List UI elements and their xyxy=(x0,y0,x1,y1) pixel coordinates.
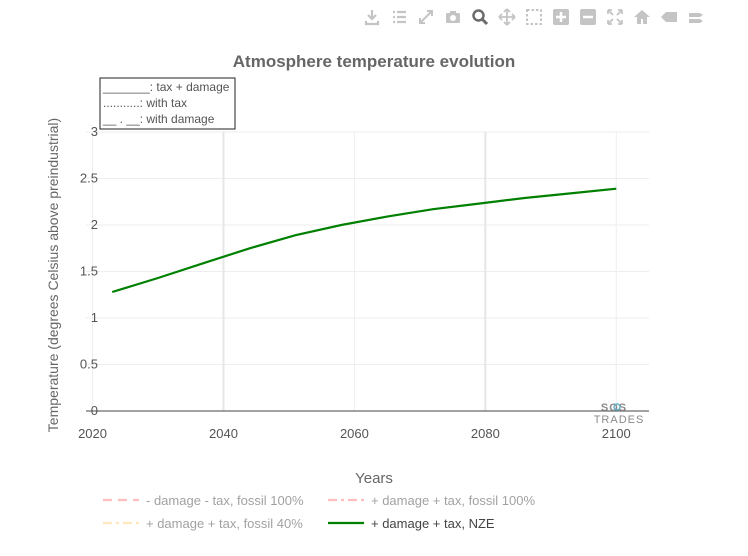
zoom-out-icon-glyph xyxy=(579,9,596,25)
x-tick-labels: 2020 2040 2060 2080 2100 xyxy=(78,426,631,441)
reset-axes-icon-glyph xyxy=(606,9,623,25)
y-tick-label: 1.5 xyxy=(80,264,98,279)
x-tick-label: 2040 xyxy=(209,426,238,441)
x-tick-label: 2060 xyxy=(340,426,369,441)
compare-icon[interactable] xyxy=(684,6,707,28)
autoscale-icon-glyph xyxy=(418,10,433,24)
annotation-line-3: __ . __: with damage xyxy=(102,112,215,126)
series-line xyxy=(111,187,617,294)
list-icon-glyph xyxy=(392,10,406,24)
zoom-in-icon[interactable] xyxy=(549,6,572,28)
y-tick-label: 0.5 xyxy=(80,357,98,372)
zoom-icon-glyph xyxy=(471,9,488,26)
tag-icon[interactable] xyxy=(657,6,680,28)
modebar xyxy=(360,6,707,28)
autoscale-icon[interactable] xyxy=(414,6,437,28)
reset-axes-icon[interactable] xyxy=(603,6,626,28)
chart-title: Atmosphere temperature evolution xyxy=(233,52,515,71)
zoom-out-icon[interactable] xyxy=(576,6,599,28)
box-select-icon-glyph xyxy=(525,9,542,25)
legend-label: + damage + tax, fossil 100% xyxy=(371,493,535,508)
legend-item[interactable]: + damage + tax, fossil 40% xyxy=(103,516,303,531)
annotation-line-1: _______: tax + damage xyxy=(102,80,230,94)
x-tick-label: 2020 xyxy=(78,426,107,441)
pan-icon-glyph xyxy=(497,8,516,26)
y-tick-label: 2 xyxy=(91,217,98,232)
y-tick-label: 0 xyxy=(91,403,98,418)
x-axis-label: Years xyxy=(355,470,393,487)
legend-label: - damage - tax, fossil 100% xyxy=(146,493,304,508)
zoom-icon[interactable] xyxy=(468,6,491,28)
compare-icon-glyph xyxy=(688,13,703,23)
home-icon[interactable] xyxy=(630,6,653,28)
list-icon[interactable] xyxy=(387,6,410,28)
x-tick-label: 2080 xyxy=(471,426,500,441)
pan-icon[interactable] xyxy=(495,6,518,28)
y-axis-label: Temperature (degrees Celsius above prein… xyxy=(45,118,61,432)
legend-item[interactable]: - damage - tax, fossil 100% xyxy=(103,493,304,508)
y-tick-label: 2.5 xyxy=(80,171,98,186)
box-select-icon[interactable] xyxy=(522,6,545,28)
zoom-in-icon-glyph xyxy=(552,9,569,25)
legend-label: + damage + tax, NZE xyxy=(371,516,495,531)
annotation-line-2: ...........: with tax xyxy=(103,96,187,110)
y-tick-label: 3 xyxy=(91,124,98,139)
download-icon-glyph xyxy=(364,10,379,26)
sostrades-logo: SOS TRADES xyxy=(594,402,645,426)
svg-text:TRADES: TRADES xyxy=(594,414,645,426)
camera-icon-glyph xyxy=(445,11,460,23)
annotation-box: _______: tax + damage ...........: with … xyxy=(99,77,236,130)
tag-icon-glyph xyxy=(660,12,677,22)
camera-icon[interactable] xyxy=(441,6,464,28)
home-icon-glyph xyxy=(633,10,650,24)
series-lines xyxy=(111,187,617,294)
legend-item[interactable]: + damage + tax, fossil 100% xyxy=(328,493,535,508)
y-tick-label: 1 xyxy=(91,310,98,325)
legend-label: + damage + tax, fossil 40% xyxy=(146,516,303,531)
legend: - damage - tax, fossil 100% + damage + ta… xyxy=(103,493,535,531)
x-tick-label: 2100 xyxy=(602,426,631,441)
legend-item[interactable]: + damage + tax, NZE xyxy=(328,516,495,531)
download-icon[interactable] xyxy=(360,6,383,28)
grid xyxy=(86,131,649,412)
y-tick-labels: 0 0.5 1 1.5 2 2.5 3 xyxy=(80,124,98,418)
